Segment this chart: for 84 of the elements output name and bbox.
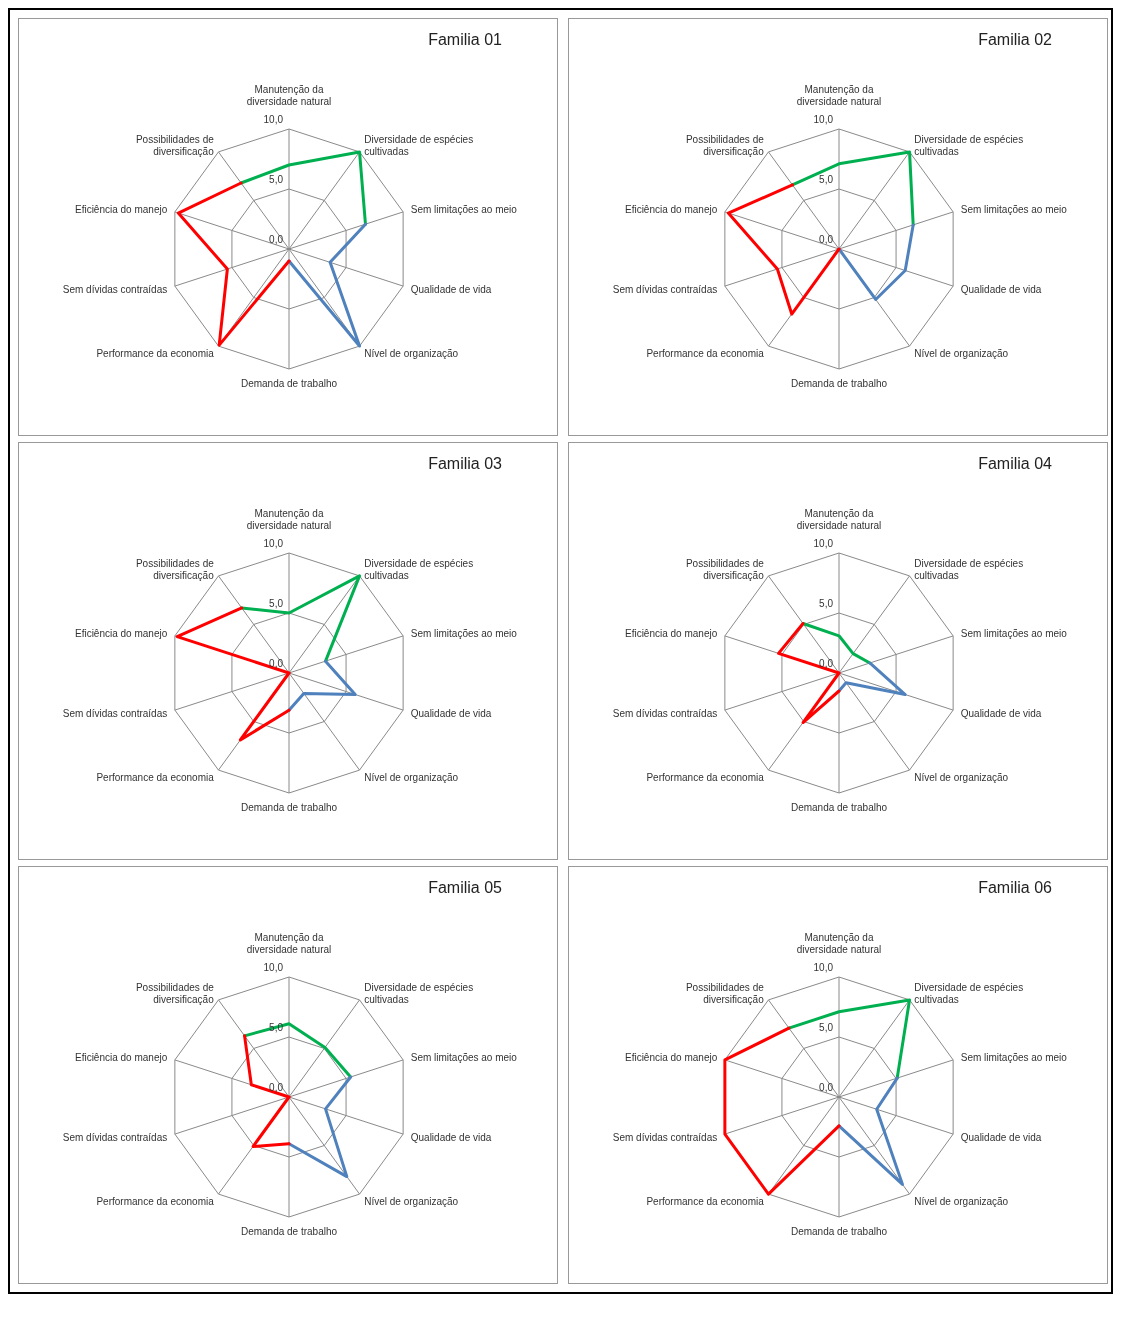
spoke-label: Diversidade de espécies cultivadas [364,558,474,582]
spoke-label: Nível de organização [914,771,1009,783]
spoke-label: Diversidade de espécies cultivadas [914,134,1024,158]
y-tick-label: 10,0 [263,962,284,973]
chart-title: Familia 05 [428,879,502,897]
spoke-label: Demanda de trabalho [790,378,888,389]
y-tick-label: 5,0 [819,174,834,185]
spoke-label: Manutenção da diversidade natural [246,932,332,955]
spoke-label: Qualidade de vida [410,1131,492,1143]
spoke-label: Demanda de trabalho [790,802,888,813]
spoke-label: Sem dívidas contraídas [62,1131,168,1143]
spoke-label: Performance da economia [96,771,215,783]
spoke-label: Possibilidades de diversificação [135,558,215,582]
y-tick-label: 5,0 [819,1022,834,1033]
y-tick-label: 5,0 [819,598,834,609]
spoke-label: Sem dívidas contraídas [62,707,168,719]
chart-title: Familia 01 [428,31,502,49]
spoke-label: Diversidade de espécies cultivadas [364,134,474,158]
spoke-label: Qualidade de vida [960,707,1042,719]
spoke-label: Possibilidades de diversificação [685,982,765,1006]
spoke-label: Eficiência do manejo [74,628,168,640]
y-tick-label: 10,0 [813,962,834,973]
spoke-label: Sem limitações ao meio [960,1052,1068,1064]
spoke-label: Nível de organização [914,1195,1009,1207]
spoke-label: Nível de organização [364,347,459,359]
y-tick-label: 0,0 [269,658,284,669]
chart-title: Familia 04 [978,455,1052,473]
spoke-label: Demanda de trabalho [240,802,338,813]
spoke-label: Demanda de trabalho [790,1226,888,1237]
spoke-label: Diversidade de espécies cultivadas [914,558,1024,582]
spoke-label: Manutenção da diversidade natural [796,508,882,531]
y-tick-label: 0,0 [269,234,284,245]
chart-title: Familia 06 [978,879,1052,897]
spoke-label: Possibilidades de diversificação [135,982,215,1006]
y-tick-label: 10,0 [813,114,834,125]
spoke-label: Sem limitações ao meio [410,1052,518,1064]
y-tick-label: 0,0 [819,658,834,669]
spoke-label: Manutenção da diversidade natural [246,84,332,107]
spoke-label: Sem limitações ao meio [960,204,1068,216]
spoke-label: Demanda de trabalho [240,378,338,389]
spoke-label: Performance da economia [646,771,765,783]
y-tick-label: 0,0 [819,1082,834,1093]
spoke-label: Eficiência do manejo [624,204,718,216]
spoke-label: Qualidade de vida [960,283,1042,295]
spoke-label: Nível de organização [364,1195,459,1207]
spoke-label: Performance da economia [646,347,765,359]
spoke-label: Possibilidades de diversificação [135,134,215,158]
spoke-label: Manutenção da diversidade natural [796,84,882,107]
y-tick-label: 0,0 [819,234,834,245]
spoke-label: Sem dívidas contraídas [62,283,168,295]
y-tick-label: 5,0 [269,1022,284,1033]
spoke-label: Nível de organização [364,771,459,783]
y-tick-label: 10,0 [263,538,284,549]
y-tick-label: 0,0 [269,1082,284,1093]
spoke-label: Qualidade de vida [410,283,492,295]
spoke-label: Sem limitações ao meio [410,628,518,640]
spoke-label: Qualidade de vida [960,1131,1042,1143]
spoke-label: Sem dívidas contraídas [612,1131,718,1143]
spoke-label: Sem dívidas contraídas [612,707,718,719]
spoke-label: Eficiência do manejo [624,1052,718,1064]
chart-title: Familia 03 [428,455,502,473]
y-tick-label: 5,0 [269,174,284,185]
y-tick-label: 10,0 [263,114,284,125]
spoke-label: Eficiência do manejo [74,1052,168,1064]
spoke-label: Demanda de trabalho [240,1226,338,1237]
spoke-label: Possibilidades de diversificação [685,558,765,582]
spoke-label: Performance da economia [96,347,215,359]
y-tick-label: 5,0 [269,598,284,609]
spoke-label: Eficiência do manejo [74,204,168,216]
spoke-label: Diversidade de espécies cultivadas [364,982,474,1006]
spoke-label: Sem dívidas contraídas [612,283,718,295]
spoke-label: Performance da economia [646,1195,765,1207]
spoke-label: Manutenção da diversidade natural [796,932,882,955]
spoke-label: Performance da economia [96,1195,215,1207]
spoke-label: Possibilidades de diversificação [685,134,765,158]
spoke-label: Manutenção da diversidade natural [246,508,332,531]
y-tick-label: 10,0 [813,538,834,549]
chart-title: Familia 02 [978,31,1052,49]
spoke-label: Qualidade de vida [410,707,492,719]
spoke-label: Sem limitações ao meio [410,204,518,216]
spoke-label: Nível de organização [914,347,1009,359]
spoke-label: Eficiência do manejo [624,628,718,640]
spoke-label: Diversidade de espécies cultivadas [914,982,1024,1006]
spoke-label: Sem limitações ao meio [960,628,1068,640]
